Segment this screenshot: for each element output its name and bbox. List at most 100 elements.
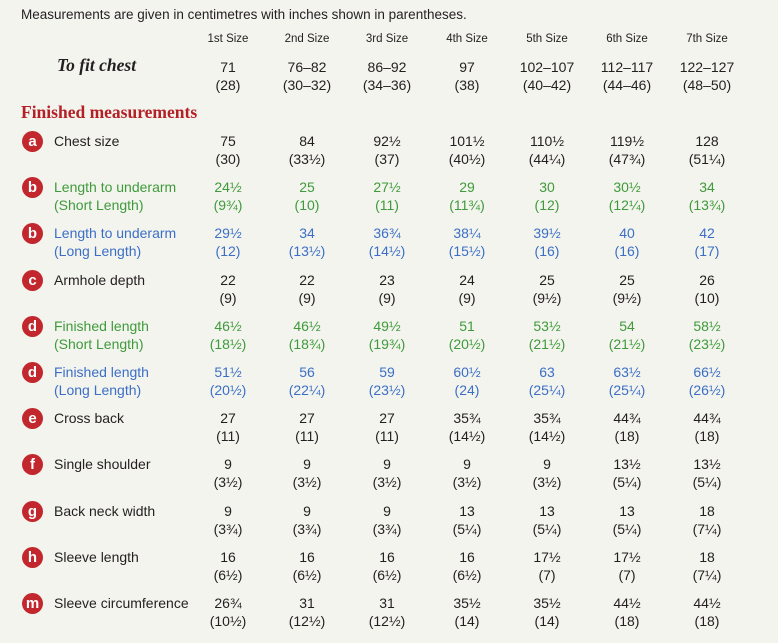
row-label-line2: (Short Length)	[54, 197, 144, 214]
value-cell: 18 (7¼)	[667, 502, 747, 538]
value-cm: 60½	[453, 364, 481, 380]
value-cm: 42	[699, 225, 715, 242]
value-cm: 35¾	[533, 410, 561, 427]
value-cm: 9	[303, 502, 311, 519]
value-cell: 9 (3½)	[507, 455, 587, 491]
value-cm: 44¾	[613, 410, 641, 427]
measurement-row: g Back neck width 9 (3¾) 9 (3¾) 9 (3¾) 13 (5¼) 13(…	[0, 500, 778, 545]
value-cell: 34 (13½)	[267, 224, 347, 260]
value-in: (10)	[694, 289, 720, 306]
fit-chest-cm: 97	[459, 59, 475, 75]
value-cm: 51½	[214, 364, 242, 380]
value-cm: 46½	[293, 317, 321, 334]
size-header: 1st Size 2nd Size 3rd Size 4th Size 5th Size…	[0, 33, 778, 49]
value-cm: 9	[224, 456, 232, 473]
value-cm: 75	[220, 133, 236, 149]
intro-text: Measurements are given in centimetres wi…	[21, 7, 467, 22]
value-cell: 49½ (19¾)	[347, 317, 427, 353]
value-in: (5¼)	[452, 520, 482, 537]
row-letter-badge: b	[22, 177, 43, 199]
value-in: (9½)	[612, 289, 642, 306]
value-in: (16)	[614, 243, 640, 260]
value-cm: 13	[539, 502, 555, 519]
value-in: (13½)	[288, 243, 326, 260]
value-cell: 63 (25¼)	[507, 363, 587, 399]
value-cell: 27½ (11)	[347, 178, 427, 214]
measurement-row: c Armhole depth 22 (9) 22 (9) 23 (9) 24 (9) 25 (9½)…	[0, 269, 778, 314]
row-label-line1: Cross back	[54, 410, 125, 427]
value-cm: 36¾	[373, 225, 401, 242]
value-cell: 9 (3½)	[347, 455, 427, 491]
value-cell: 66½ (26½)	[667, 363, 747, 399]
fit-chest-cm: 86–92	[367, 59, 407, 75]
value-cm: 16	[299, 548, 315, 565]
value-cm: 16	[459, 548, 475, 565]
value-cell: 27 (11)	[347, 409, 427, 445]
row-label-line2: (Long Length)	[54, 243, 142, 260]
value-cell: 53½ (21½)	[507, 317, 587, 353]
value-cell: 29½ (12)	[188, 224, 268, 260]
value-cm: 38¼	[453, 225, 481, 242]
value-cm: 25	[619, 271, 635, 288]
value-in: (51¼)	[688, 151, 726, 167]
value-in: (5¼)	[692, 474, 722, 491]
row-label-line2: (Short Length)	[54, 335, 144, 352]
value-in: (17)	[694, 243, 720, 260]
value-cm: 30	[539, 179, 555, 196]
value-cell: 27 (11)	[188, 409, 268, 445]
value-in: (18)	[694, 613, 720, 629]
size-header-cell: 2nd Size	[284, 33, 330, 45]
fit-chest-cm: 76–82	[287, 59, 327, 75]
value-cell: 44¾ (18)	[667, 409, 747, 445]
measurement-row: h Sleeve length 16 (6½) 16 (6½) 16 (6½) 16 (6½) 17…	[0, 546, 778, 591]
value-in: (3½)	[372, 474, 402, 491]
value-cell: 56 (22¼)	[267, 363, 347, 399]
row-letter-badge: f	[22, 454, 43, 476]
measurement-row: e Cross back 27 (11) 27 (11) 27 (11) 35¾ (14½) 35¾…	[0, 408, 778, 452]
value-cell: 13 (5¼)	[427, 502, 507, 538]
value-cell: 17½ (7)	[507, 548, 587, 584]
value-cell: 31 (12½)	[347, 594, 427, 630]
value-cm: 53½	[533, 317, 561, 334]
value-cm: 26	[699, 271, 715, 288]
value-in: (10½)	[209, 613, 247, 629]
value-in: (16)	[534, 243, 560, 260]
value-in: (18)	[614, 428, 640, 445]
value-in: (5¼)	[532, 520, 562, 537]
value-in: (12)	[215, 243, 241, 260]
value-cell: 51½ (20½)	[188, 363, 268, 399]
value-cm: 84	[299, 133, 315, 149]
value-cm: 27	[220, 410, 236, 427]
value-in: (22¼)	[288, 382, 326, 398]
value-cm: 54	[619, 317, 635, 334]
value-cell: 9 (3¾)	[267, 502, 347, 538]
value-in: (20½)	[448, 335, 486, 352]
value-in: (3¾)	[292, 520, 322, 537]
value-cell: 16 (6½)	[427, 548, 507, 584]
value-cell: 22 (9)	[267, 271, 347, 307]
value-cell: 40 (16)	[587, 224, 667, 260]
value-cell: 46½ (18½)	[188, 317, 268, 353]
row-label-line1: Armhole depth	[54, 271, 146, 288]
value-cell: 9 (3½)	[427, 455, 507, 491]
value-cell: 9 (3¾)	[188, 502, 268, 538]
value-in: (3½)	[213, 474, 243, 491]
value-in: (12)	[534, 197, 560, 214]
value-cm: 9	[543, 456, 551, 473]
value-in: (7)	[538, 566, 556, 583]
row-label: Chest size	[54, 132, 119, 150]
value-in: (9½)	[532, 289, 562, 306]
size-header-cell: 5th Size	[526, 33, 568, 45]
row-label-line1: Length to underarm	[54, 179, 177, 196]
row-label-line1: Sleeve length	[54, 548, 139, 565]
value-cell: 13½ (5¼)	[667, 455, 747, 491]
value-cell: 27 (11)	[267, 409, 347, 445]
row-letter-badge: m	[22, 593, 43, 614]
value-cm: 27½	[373, 179, 401, 196]
value-cm: 13	[619, 502, 635, 519]
value-cm: 63	[539, 364, 555, 380]
value-cm: 51	[459, 317, 475, 334]
value-cm: 40	[619, 225, 635, 242]
value-cm: 34	[299, 225, 315, 242]
value-in: (3¾)	[372, 520, 402, 537]
